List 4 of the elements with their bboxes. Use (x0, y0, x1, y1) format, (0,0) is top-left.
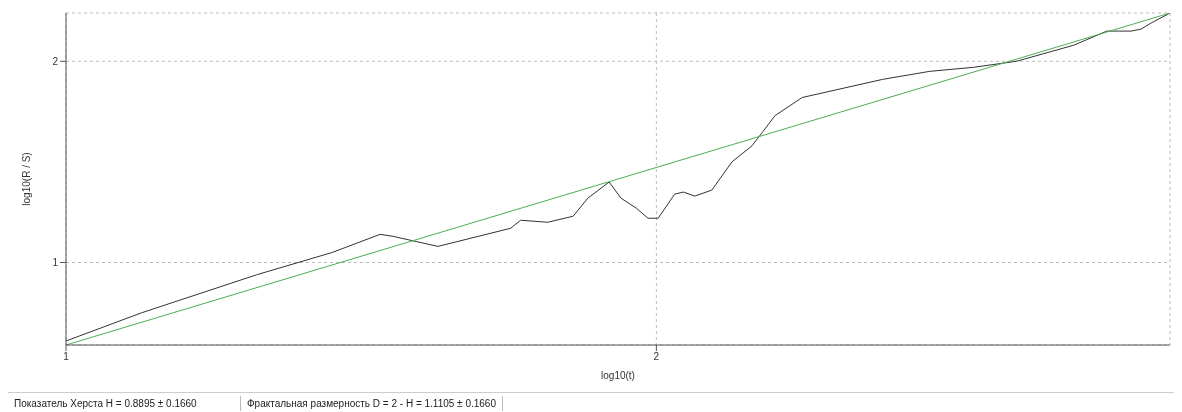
text: Показатель Херста H = 0.8895 ± 0.1660 (8, 396, 241, 411)
y-axis-title: log10(R / S) (20, 152, 32, 206)
x-axis-title: log10(t) (601, 370, 635, 381)
text: Фрактальная размерность D = 2 - H = 1.1105 ± 0.1660 (241, 396, 503, 411)
